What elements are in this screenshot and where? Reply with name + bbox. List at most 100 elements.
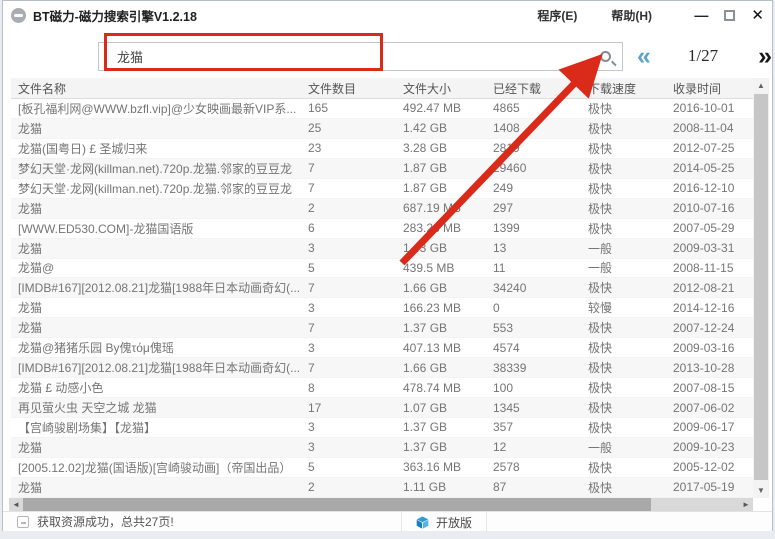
speed-cell: 极快 — [588, 321, 613, 336]
table-row[interactable]: 龙猫 £ 动感小色 8 478.74 MB 100 极快 2007-08-15 — [11, 378, 755, 399]
vertical-scrollbar[interactable]: ▲ ▼ — [753, 78, 769, 498]
downloads-cell: 297 — [493, 201, 514, 216]
scroll-up-icon[interactable]: ▲ — [753, 78, 769, 93]
header-download-speed[interactable]: 下载速度 — [588, 81, 637, 96]
date-cell: 2009-06-17 — [673, 420, 735, 435]
maximize-button[interactable] — [724, 9, 736, 21]
table-row[interactable]: 龙猫 25 1.42 GB 1408 极快 2008-11-04 — [11, 118, 755, 139]
table-row[interactable]: 龙猫 2 1.11 GB 87 极快 2017-05-19 — [11, 477, 755, 498]
close-button[interactable]: ✕ — [751, 7, 764, 24]
table-row[interactable]: 龙猫@猪猪乐园 By傀τόμ傀瑶 3 407.13 MB 4574 极快 2009-03-… — [11, 338, 755, 359]
count-cell: 17 — [308, 400, 322, 415]
scroll-left-icon[interactable]: ◄ — [12, 500, 20, 509]
table-row[interactable]: 龙猫 3 166.23 MB 0 较慢 2014-12-16 — [11, 298, 755, 319]
size-cell: 1.66 GB — [403, 280, 448, 295]
header-file-size[interactable]: 文件大小 — [403, 81, 452, 96]
date-cell: 2016-10-01 — [673, 101, 735, 116]
size-cell: 478.74 MB — [403, 380, 462, 395]
count-cell: 3 — [308, 241, 315, 256]
downloads-cell: 2578 — [493, 460, 520, 475]
header-index-date[interactable]: 收录时间 — [673, 81, 722, 96]
vertical-scroll-thumb[interactable] — [754, 94, 768, 480]
size-cell: 1.66 GB — [403, 360, 448, 375]
size-cell: 1.42 GB — [403, 121, 448, 136]
table-row[interactable]: [IMDB#167][2012.08.21]龙猫[1988年日本动画奇幻(...… — [11, 278, 755, 299]
name-cell: 梦幻天堂·龙网(killman.net).720p.龙猫.邻家的豆豆龙 — [18, 181, 293, 196]
table-row[interactable]: [2005.12.02]龙猫(国语版)[宫崎骏动画]（帝国出品） 5 363.16 … — [11, 457, 755, 478]
count-cell: 7 — [308, 360, 315, 375]
count-cell: 3 — [308, 340, 315, 355]
count-cell: 5 — [308, 460, 315, 475]
speed-cell: 极快 — [588, 381, 613, 396]
table-row[interactable]: 龙猫(国粤日) £ 圣城归来 23 3.28 GB 2819 极快 2012-07-25 — [11, 138, 755, 159]
downloads-cell: 357 — [493, 420, 514, 435]
speed-cell: 极快 — [588, 221, 613, 236]
size-cell: 363.16 MB — [403, 460, 462, 475]
table-row[interactable]: 【宫崎骏剧场集】【龙猫】 3 1.37 GB 357 极快 2009-06-17 — [11, 418, 755, 438]
name-cell: [板孔福利网@WWW.bzfl.vip]@少女映画最新VIP系... — [18, 101, 297, 116]
table-row[interactable]: 龙猫@ 5 439.5 MB 11 一般 2008-11-15 — [11, 258, 755, 279]
name-cell: 龙猫 — [18, 480, 43, 495]
menu-help[interactable]: 帮助(H) — [611, 8, 652, 23]
count-cell: 5 — [308, 260, 315, 275]
count-cell: 23 — [308, 141, 322, 156]
table-row[interactable]: 梦幻天堂·龙网(killman.net).720p.龙猫.邻家的豆豆龙 7 1.87… — [11, 178, 755, 199]
count-cell: 7 — [308, 280, 315, 295]
table-row[interactable]: 龙猫 3 1.37 GB 12 一般 2009-10-23 — [11, 437, 755, 458]
downloads-cell: 249 — [493, 181, 514, 196]
name-cell: 龙猫 £ 动感小色 — [18, 381, 104, 396]
table-row[interactable]: [板孔福利网@WWW.bzfl.vip]@少女映画最新VIP系... 165 492… — [11, 99, 755, 119]
downloads-cell: 1345 — [493, 400, 520, 415]
pagination: « 1/27 » — [637, 39, 772, 73]
cube-icon — [416, 516, 429, 529]
scroll-right-icon[interactable]: ► — [742, 500, 750, 509]
size-cell: 1.07 GB — [403, 400, 448, 415]
search-button[interactable] — [593, 45, 617, 68]
count-cell: 2 — [308, 480, 315, 495]
speed-cell: 极快 — [588, 281, 613, 296]
table-row[interactable]: 再见萤火虫 天空之城 龙猫 17 1.07 GB 1345 极快 2007-06-02 — [11, 398, 755, 418]
header-file-count[interactable]: 文件数目 — [308, 81, 357, 96]
date-cell: 2012-07-25 — [673, 141, 735, 156]
table-row[interactable]: 龙猫 2 687.19 MB 297 极快 2010-07-16 — [11, 198, 755, 219]
speed-cell: 极快 — [588, 121, 613, 136]
horizontal-scrollbar[interactable]: ◄ ► — [9, 498, 753, 511]
table-row[interactable]: 龙猫 7 1.37 GB 553 极快 2007-12-24 — [11, 318, 755, 339]
table-row[interactable]: [WWW.ED530.COM]-龙猫国语版 6 283.28 MB 1399 极快 200… — [11, 218, 755, 239]
downloads-cell: 1399 — [493, 221, 520, 236]
name-cell: [WWW.ED530.COM]-龙猫国语版 — [18, 221, 194, 236]
header-downloaded[interactable]: 已经下载 — [493, 81, 542, 96]
name-cell: 【宫崎骏剧场集】【龙猫】 — [18, 420, 157, 435]
window-title: BT磁力-磁力搜索引擎V1.2.18 — [33, 9, 197, 24]
name-cell: [IMDB#167][2012.08.21]龙猫[1988年日本动画奇幻(... — [18, 361, 301, 376]
speed-cell: 一般 — [588, 241, 613, 256]
date-cell: 2016-12-10 — [673, 181, 735, 196]
speed-cell: 极快 — [588, 361, 613, 376]
table-row[interactable]: 梦幻天堂·龙网(killman.net).720p.龙猫.邻家的豆豆龙 7 1.87… — [11, 158, 755, 179]
next-page-button[interactable]: » — [758, 42, 772, 70]
table-row[interactable]: 龙猫 3 1.43 GB 13 一般 2009-03-31 — [11, 238, 755, 259]
page-indicator: 1/27 — [687, 46, 719, 65]
search-input[interactable] — [98, 42, 623, 71]
count-cell: 25 — [308, 121, 322, 136]
speed-cell: 极快 — [588, 201, 613, 216]
speed-cell: 一般 — [588, 261, 613, 276]
scroll-down-icon[interactable]: ▼ — [753, 483, 769, 498]
menu-program[interactable]: 程序(E) — [537, 8, 578, 23]
date-cell: 2014-12-16 — [673, 300, 735, 315]
downloads-cell: 38339 — [493, 360, 527, 375]
name-cell: [IMDB#167][2012.08.21]龙猫[1988年日本动画奇幻(... — [18, 281, 301, 296]
count-cell: 7 — [308, 320, 315, 335]
name-cell: 龙猫@ — [18, 261, 55, 276]
table-row[interactable]: [IMDB#167][2012.08.21]龙猫[1988年日本动画奇幻(...… — [11, 358, 755, 379]
minimize-button[interactable]: — — [694, 7, 709, 23]
speed-cell: 极快 — [588, 161, 613, 176]
downloads-cell: 4574 — [493, 340, 520, 355]
size-cell: 1.37 GB — [403, 440, 448, 455]
name-cell: 龙猫 — [18, 201, 43, 216]
prev-page-button[interactable]: « — [637, 42, 651, 70]
horizontal-scroll-thumb[interactable] — [23, 498, 651, 511]
header-file-name[interactable]: 文件名称 — [18, 81, 67, 96]
count-cell: 2 — [308, 201, 315, 216]
